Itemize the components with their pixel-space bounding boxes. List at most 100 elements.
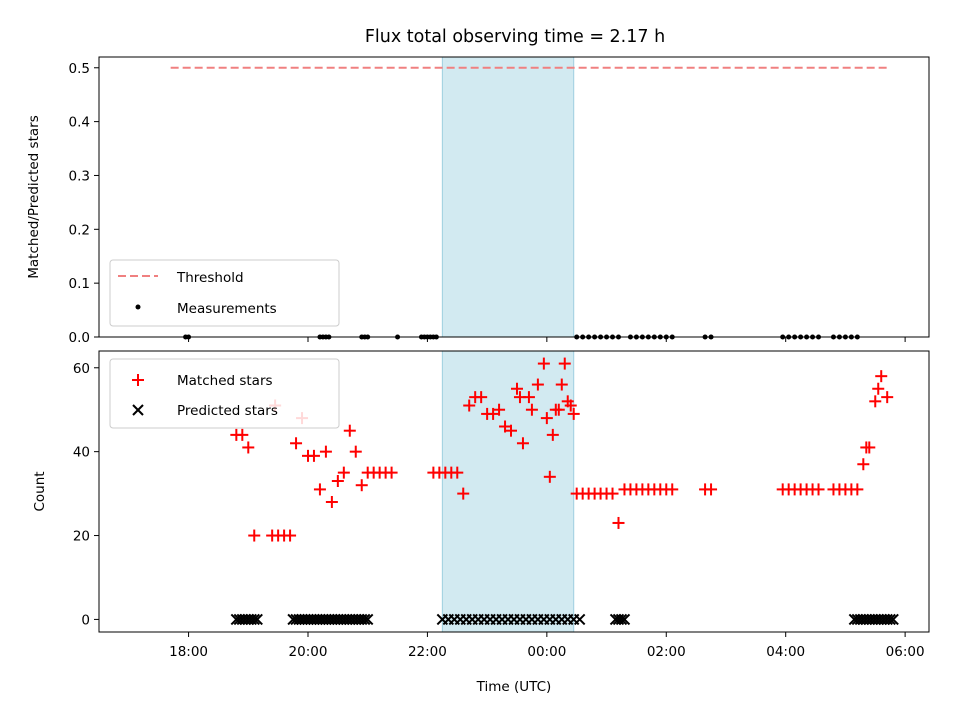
matched-star-point	[558, 357, 571, 370]
matched-star-point	[612, 516, 625, 529]
matched-star-point	[851, 483, 864, 496]
bottom-y-tick-label: 0	[81, 612, 90, 628]
legend-predicted-swatch	[132, 404, 144, 416]
matched-star-point	[537, 357, 550, 370]
bottom-y-axis-label: Count	[32, 471, 48, 511]
legend-threshold-label: Threshold	[176, 270, 244, 286]
x-tick-label: 02:00	[647, 644, 686, 660]
legend-measurements-swatch	[135, 304, 141, 310]
predicted-star-stroke	[884, 613, 896, 626]
top-y-axis-label: Matched/Predicted stars	[26, 115, 42, 278]
predicted-star-point	[248, 613, 260, 626]
matched-star-point	[525, 403, 538, 416]
matched-star-point	[857, 458, 870, 471]
top-legend-box	[109, 259, 340, 327]
matched-star-point	[869, 395, 882, 408]
x-axis-label: Time (UTC)	[476, 679, 552, 695]
matched-star-point	[540, 412, 553, 425]
matched-star-point	[505, 424, 518, 437]
predicted-star-stroke	[251, 613, 263, 626]
predicted-star-point	[361, 613, 374, 626]
bottom-y-tick-label: 60	[73, 361, 90, 377]
x-tick-label: 00:00	[527, 644, 566, 660]
predicted-star-point	[615, 613, 628, 626]
matched-star-point	[493, 403, 506, 416]
matched-star-point	[872, 382, 885, 395]
bottom-x-axis-ticks: 18:00 20:00 22:00 00:00 02:00 04:00 06:00	[169, 632, 925, 660]
bottom-y-tick-label: 40	[73, 445, 90, 461]
matched-star-point	[343, 424, 356, 437]
predicted-star-stroke	[618, 613, 631, 626]
matched-star-point	[475, 391, 488, 404]
x-tick-label: 20:00	[289, 644, 328, 660]
x-tick-label: 04:00	[766, 644, 805, 660]
bottom-y-tick-label: 20	[73, 529, 90, 545]
matched-star-point	[531, 378, 544, 391]
x-tick-label: 22:00	[408, 644, 447, 660]
matched-star-point	[313, 483, 326, 496]
matched-star-point	[290, 437, 303, 450]
top-y-tick-label: 0.0	[69, 330, 90, 346]
matched-star-point	[863, 441, 876, 454]
predicted-star-point	[618, 613, 631, 626]
matched-star-point	[555, 378, 568, 391]
predicted-star-stroke	[361, 613, 374, 626]
matched-star-point	[385, 466, 398, 479]
matched-star-point	[812, 483, 825, 496]
predicted-star-point	[573, 613, 586, 626]
legend-matched-swatch	[132, 374, 144, 386]
top-panel-frame	[98, 56, 930, 338]
top-y-tick-label: 0.3	[69, 168, 90, 184]
legend-measurements-label: Measurements	[177, 301, 277, 317]
x-tick-label: 06:00	[886, 644, 925, 660]
top-y-axis-ticks: 0.0 0.1 0.2 0.3 0.4 0.5	[69, 61, 99, 346]
bottom-panel: 0 20 40 60 18:00 20:00 22:00 00:00 02:00 04:00 06…	[32, 350, 930, 695]
bottom-panel-frame	[98, 350, 930, 633]
predicted-star-stroke	[573, 613, 586, 626]
predicted-star-point	[359, 613, 371, 626]
matched-star-point	[881, 391, 894, 404]
shaded-region-top	[441, 56, 575, 338]
matched-star-point	[546, 428, 559, 441]
matched-star-point	[875, 370, 888, 383]
matched-star-point	[543, 470, 556, 483]
matched-star-point	[451, 466, 464, 479]
matched-star-point	[337, 466, 350, 479]
matched-star-point	[248, 529, 261, 542]
matched-star-point	[331, 475, 344, 488]
top-y-tick-label: 0.1	[69, 276, 90, 292]
bottom-legend: Matched stars Predicted stars	[109, 358, 340, 429]
predicted-star-point	[884, 613, 896, 626]
matched-star-point	[516, 437, 529, 450]
top-x-axis-ticks	[188, 337, 906, 342]
matched-star-point	[564, 399, 577, 412]
predicted-star-point	[251, 613, 263, 626]
top-y-tick-label: 0.2	[69, 222, 90, 238]
top-y-tick-label: 0.4	[69, 115, 90, 131]
matched-star-point	[236, 428, 249, 441]
predicted-star-stroke	[359, 613, 371, 626]
matched-star-point	[457, 487, 470, 500]
matched-star-point	[510, 382, 523, 395]
matched-star-point	[242, 441, 255, 454]
matched-star-point	[307, 449, 320, 462]
bottom-legend-box	[109, 358, 340, 429]
chart-title: Flux total observing time = 2.17 h	[365, 27, 665, 47]
matched-star-point	[567, 407, 580, 420]
matched-star-point	[606, 487, 619, 500]
shaded-region-bottom	[441, 350, 575, 633]
predicted-star-point	[887, 613, 899, 626]
matched-star-point	[463, 399, 476, 412]
bottom-y-axis-ticks: 0 20 40 60	[73, 361, 99, 628]
predicted-star-stroke	[248, 613, 260, 626]
x-tick-label: 18:00	[169, 644, 208, 660]
matched-star-point	[349, 445, 362, 458]
matched-star-point	[355, 479, 368, 492]
predicted-star-stroke	[887, 613, 899, 626]
matched-star-point	[325, 495, 338, 508]
top-legend: Threshold Measurements	[109, 259, 340, 327]
matched-star-point	[284, 529, 297, 542]
legend-predicted-label: Predicted stars	[177, 403, 278, 419]
matched-star-point	[666, 483, 679, 496]
